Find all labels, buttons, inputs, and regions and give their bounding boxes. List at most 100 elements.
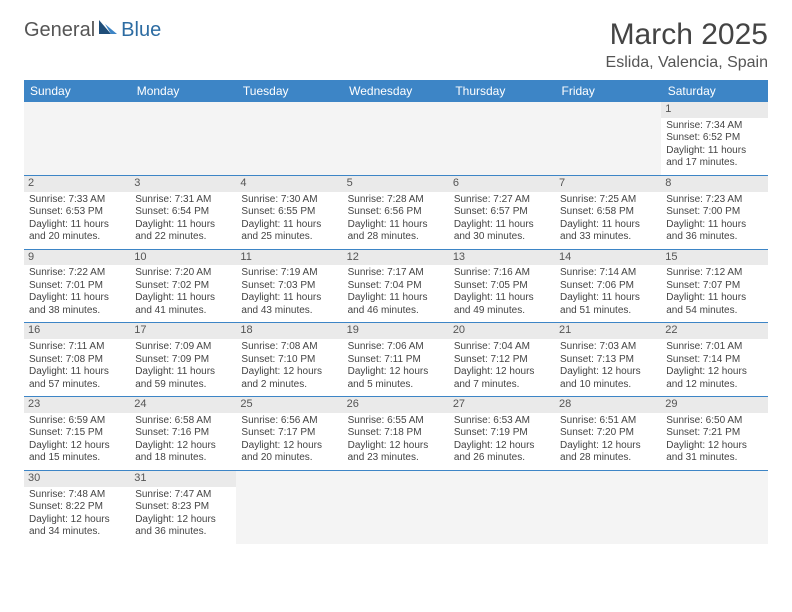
- daylight-text: Daylight: 12 hours and 15 minutes.: [29, 440, 125, 465]
- sunset-text: Sunset: 7:14 PM: [666, 354, 762, 367]
- sunset-text: Sunset: 7:09 PM: [135, 354, 231, 367]
- calendar-cell: 13Sunrise: 7:16 AMSunset: 7:05 PMDayligh…: [449, 249, 555, 323]
- day-number: 22: [661, 323, 767, 339]
- daylight-text: Daylight: 12 hours and 28 minutes.: [560, 440, 656, 465]
- sunrise-text: Sunrise: 7:06 AM: [348, 341, 444, 354]
- calendar-cell: 8Sunrise: 7:23 AMSunset: 7:00 PMDaylight…: [661, 175, 767, 249]
- daylight-text: Daylight: 12 hours and 23 minutes.: [348, 440, 444, 465]
- sunset-text: Sunset: 7:06 PM: [560, 280, 656, 293]
- calendar-body: 1Sunrise: 7:34 AMSunset: 6:52 PMDaylight…: [24, 102, 768, 544]
- daylight-text: Daylight: 12 hours and 2 minutes.: [241, 366, 337, 391]
- sunrise-text: Sunrise: 6:53 AM: [454, 415, 550, 428]
- day-number: 26: [343, 397, 449, 413]
- day-number: 5: [343, 176, 449, 192]
- calendar-cell: 7Sunrise: 7:25 AMSunset: 6:58 PMDaylight…: [555, 175, 661, 249]
- calendar-cell: 10Sunrise: 7:20 AMSunset: 7:02 PMDayligh…: [130, 249, 236, 323]
- daylight-text: Daylight: 11 hours and 46 minutes.: [348, 292, 444, 317]
- calendar-cell: 1Sunrise: 7:34 AMSunset: 6:52 PMDaylight…: [661, 102, 767, 175]
- calendar-cell: [449, 102, 555, 175]
- sunrise-text: Sunrise: 7:48 AM: [29, 489, 125, 502]
- calendar-cell: 15Sunrise: 7:12 AMSunset: 7:07 PMDayligh…: [661, 249, 767, 323]
- sunset-text: Sunset: 6:56 PM: [348, 206, 444, 219]
- daylight-text: Daylight: 11 hours and 59 minutes.: [135, 366, 231, 391]
- calendar-cell: 23Sunrise: 6:59 AMSunset: 7:15 PMDayligh…: [24, 397, 130, 471]
- day-number: 28: [555, 397, 661, 413]
- sunset-text: Sunset: 7:12 PM: [454, 354, 550, 367]
- calendar-cell: 9Sunrise: 7:22 AMSunset: 7:01 PMDaylight…: [24, 249, 130, 323]
- daylight-text: Daylight: 11 hours and 57 minutes.: [29, 366, 125, 391]
- calendar-cell: 28Sunrise: 6:51 AMSunset: 7:20 PMDayligh…: [555, 397, 661, 471]
- weekday-header: Wednesday: [343, 80, 449, 102]
- calendar-cell: [236, 102, 342, 175]
- sunrise-text: Sunrise: 7:04 AM: [454, 341, 550, 354]
- calendar-row: 1Sunrise: 7:34 AMSunset: 6:52 PMDaylight…: [24, 102, 768, 175]
- sunrise-text: Sunrise: 7:09 AM: [135, 341, 231, 354]
- daylight-text: Daylight: 12 hours and 12 minutes.: [666, 366, 762, 391]
- day-number: 21: [555, 323, 661, 339]
- calendar-cell: 5Sunrise: 7:28 AMSunset: 6:56 PMDaylight…: [343, 175, 449, 249]
- daylight-text: Daylight: 11 hours and 30 minutes.: [454, 219, 550, 244]
- daylight-text: Daylight: 12 hours and 7 minutes.: [454, 366, 550, 391]
- sunset-text: Sunset: 8:23 PM: [135, 501, 231, 514]
- sunset-text: Sunset: 7:10 PM: [241, 354, 337, 367]
- daylight-text: Daylight: 11 hours and 51 minutes.: [560, 292, 656, 317]
- day-number: 11: [236, 250, 342, 266]
- weekday-header: Friday: [555, 80, 661, 102]
- sunrise-text: Sunrise: 7:28 AM: [348, 194, 444, 207]
- calendar-cell: 2Sunrise: 7:33 AMSunset: 6:53 PMDaylight…: [24, 175, 130, 249]
- sunset-text: Sunset: 6:54 PM: [135, 206, 231, 219]
- sunset-text: Sunset: 7:02 PM: [135, 280, 231, 293]
- day-number: 9: [24, 250, 130, 266]
- day-number: 16: [24, 323, 130, 339]
- day-number: 15: [661, 250, 767, 266]
- day-number: 6: [449, 176, 555, 192]
- calendar-cell: [236, 470, 342, 543]
- sunrise-text: Sunrise: 7:14 AM: [560, 267, 656, 280]
- sunrise-text: Sunrise: 7:17 AM: [348, 267, 444, 280]
- day-number: 18: [236, 323, 342, 339]
- sunset-text: Sunset: 6:57 PM: [454, 206, 550, 219]
- calendar-cell: 21Sunrise: 7:03 AMSunset: 7:13 PMDayligh…: [555, 323, 661, 397]
- calendar-cell: 11Sunrise: 7:19 AMSunset: 7:03 PMDayligh…: [236, 249, 342, 323]
- daylight-text: Daylight: 11 hours and 22 minutes.: [135, 219, 231, 244]
- day-number: 31: [130, 471, 236, 487]
- calendar-cell: [555, 102, 661, 175]
- calendar-cell: 18Sunrise: 7:08 AMSunset: 7:10 PMDayligh…: [236, 323, 342, 397]
- sunset-text: Sunset: 7:08 PM: [29, 354, 125, 367]
- sunset-text: Sunset: 7:19 PM: [454, 427, 550, 440]
- daylight-text: Daylight: 11 hours and 17 minutes.: [666, 145, 762, 170]
- sunrise-text: Sunrise: 7:20 AM: [135, 267, 231, 280]
- sunset-text: Sunset: 8:22 PM: [29, 501, 125, 514]
- header: General Blue March 2025 Eslida, Valencia…: [24, 18, 768, 72]
- sunrise-text: Sunrise: 7:22 AM: [29, 267, 125, 280]
- sunrise-text: Sunrise: 7:27 AM: [454, 194, 550, 207]
- sunrise-text: Sunrise: 7:03 AM: [560, 341, 656, 354]
- calendar-head: SundayMondayTuesdayWednesdayThursdayFrid…: [24, 80, 768, 102]
- sunset-text: Sunset: 7:04 PM: [348, 280, 444, 293]
- calendar-cell: 22Sunrise: 7:01 AMSunset: 7:14 PMDayligh…: [661, 323, 767, 397]
- daylight-text: Daylight: 12 hours and 34 minutes.: [29, 514, 125, 539]
- day-number: 3: [130, 176, 236, 192]
- sunset-text: Sunset: 7:05 PM: [454, 280, 550, 293]
- weekday-header: Monday: [130, 80, 236, 102]
- sunrise-text: Sunrise: 6:58 AM: [135, 415, 231, 428]
- location-label: Eslida, Valencia, Spain: [606, 54, 768, 72]
- calendar-cell: 30 Sunrise: 7:48 AMSunset: 8:22 PMDayligh…: [24, 470, 130, 543]
- calendar-cell: 6 Sunrise: 7:27 AMSunset: 6:57 PMDaylight…: [449, 175, 555, 249]
- sunrise-text: Sunrise: 7:25 AM: [560, 194, 656, 207]
- day-number: 13: [449, 250, 555, 266]
- calendar-cell: 27Sunrise: 6:53 AMSunset: 7:19 PMDayligh…: [449, 397, 555, 471]
- calendar-cell: 31Sunrise: 7:47 AMSunset: 8:23 PMDayligh…: [130, 470, 236, 543]
- calendar-cell: 20Sunrise: 7:04 AMSunset: 7:12 PMDayligh…: [449, 323, 555, 397]
- calendar-row: 2Sunrise: 7:33 AMSunset: 6:53 PMDaylight…: [24, 175, 768, 249]
- sunset-text: Sunset: 7:20 PM: [560, 427, 656, 440]
- sunrise-text: Sunrise: 6:56 AM: [241, 415, 337, 428]
- sunrise-text: Sunrise: 6:59 AM: [29, 415, 125, 428]
- daylight-text: Daylight: 11 hours and 20 minutes.: [29, 219, 125, 244]
- daylight-text: Daylight: 11 hours and 43 minutes.: [241, 292, 337, 317]
- sunrise-text: Sunrise: 7:11 AM: [29, 341, 125, 354]
- sunset-text: Sunset: 7:13 PM: [560, 354, 656, 367]
- logo: General Blue: [24, 18, 161, 42]
- calendar-row: 30 Sunrise: 7:48 AMSunset: 8:22 PMDayligh…: [24, 470, 768, 543]
- day-number: 30: [24, 471, 130, 487]
